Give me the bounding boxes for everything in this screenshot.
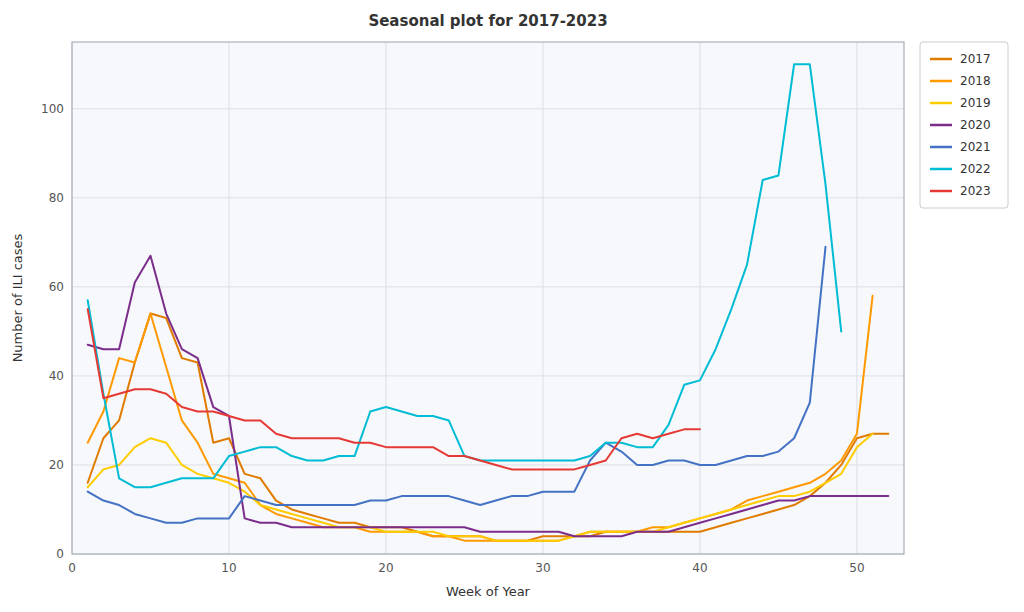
y-grid-line <box>72 375 904 376</box>
x-axis-label: Week of Year <box>446 584 531 599</box>
x-tick-label: 20 <box>378 561 393 575</box>
chart-container: 0 10 20 30 40 50 0 20 40 60 80 100 Seasonal plot for… <box>0 0 1024 612</box>
legend-swatch <box>930 190 952 193</box>
legend-box <box>920 42 1008 208</box>
legend: 2017 2018 2019 2020 2021 2022 2023 <box>920 42 1008 208</box>
y-tick-label: 20 <box>49 458 64 472</box>
legend-label: 2018 <box>960 74 991 88</box>
series-line <box>88 434 873 541</box>
series-line <box>88 247 826 523</box>
legend-label: 2022 <box>960 162 991 176</box>
plot-frame <box>72 42 904 554</box>
plot-background <box>72 42 904 554</box>
legend-swatch <box>930 168 952 171</box>
x-tick-label: 40 <box>692 561 707 575</box>
series-line <box>88 64 842 487</box>
series-line <box>88 256 889 536</box>
legend-swatch <box>930 58 952 61</box>
x-grid-line <box>699 42 700 554</box>
legend-label: 2019 <box>960 96 991 110</box>
legend-label: 2023 <box>960 184 991 198</box>
x-grid-line <box>856 42 857 554</box>
legend-swatch <box>930 146 952 149</box>
page: {"chart_data": {"type": "line", "title":… <box>0 0 1024 612</box>
legend-label: 2021 <box>960 140 991 154</box>
chart-svg: 0 10 20 30 40 50 0 20 40 60 80 100 Seasonal plot for… <box>0 0 1024 612</box>
y-tick-label: 100 <box>41 102 64 116</box>
series-line <box>88 296 873 541</box>
x-grid-line <box>542 42 543 554</box>
y-tick-label: 0 <box>56 547 64 561</box>
series-line <box>88 309 700 469</box>
legend-swatch <box>930 80 952 83</box>
y-axis-label: Number of ILI cases <box>10 233 25 362</box>
grid <box>72 42 904 554</box>
legend-swatch <box>930 102 952 105</box>
y-grid-line <box>72 464 904 465</box>
legend-label: 2020 <box>960 118 991 132</box>
y-grid-line <box>72 108 904 109</box>
series-line <box>88 314 889 541</box>
series-lines <box>88 64 889 540</box>
y-tick-label: 60 <box>49 280 64 294</box>
legend-swatch <box>930 124 952 127</box>
x-grid-line <box>385 42 386 554</box>
x-tick-label: 30 <box>535 561 550 575</box>
y-tick-label: 40 <box>49 369 64 383</box>
x-tick-label: 10 <box>221 561 236 575</box>
legend-label: 2017 <box>960 52 991 66</box>
x-tick-label: 0 <box>68 561 76 575</box>
x-tick-label: 50 <box>849 561 864 575</box>
chart-title: Seasonal plot for 2017-2023 <box>368 12 607 30</box>
y-tick-label: 80 <box>49 191 64 205</box>
y-grid-line <box>72 197 904 198</box>
y-grid-line <box>72 286 904 287</box>
